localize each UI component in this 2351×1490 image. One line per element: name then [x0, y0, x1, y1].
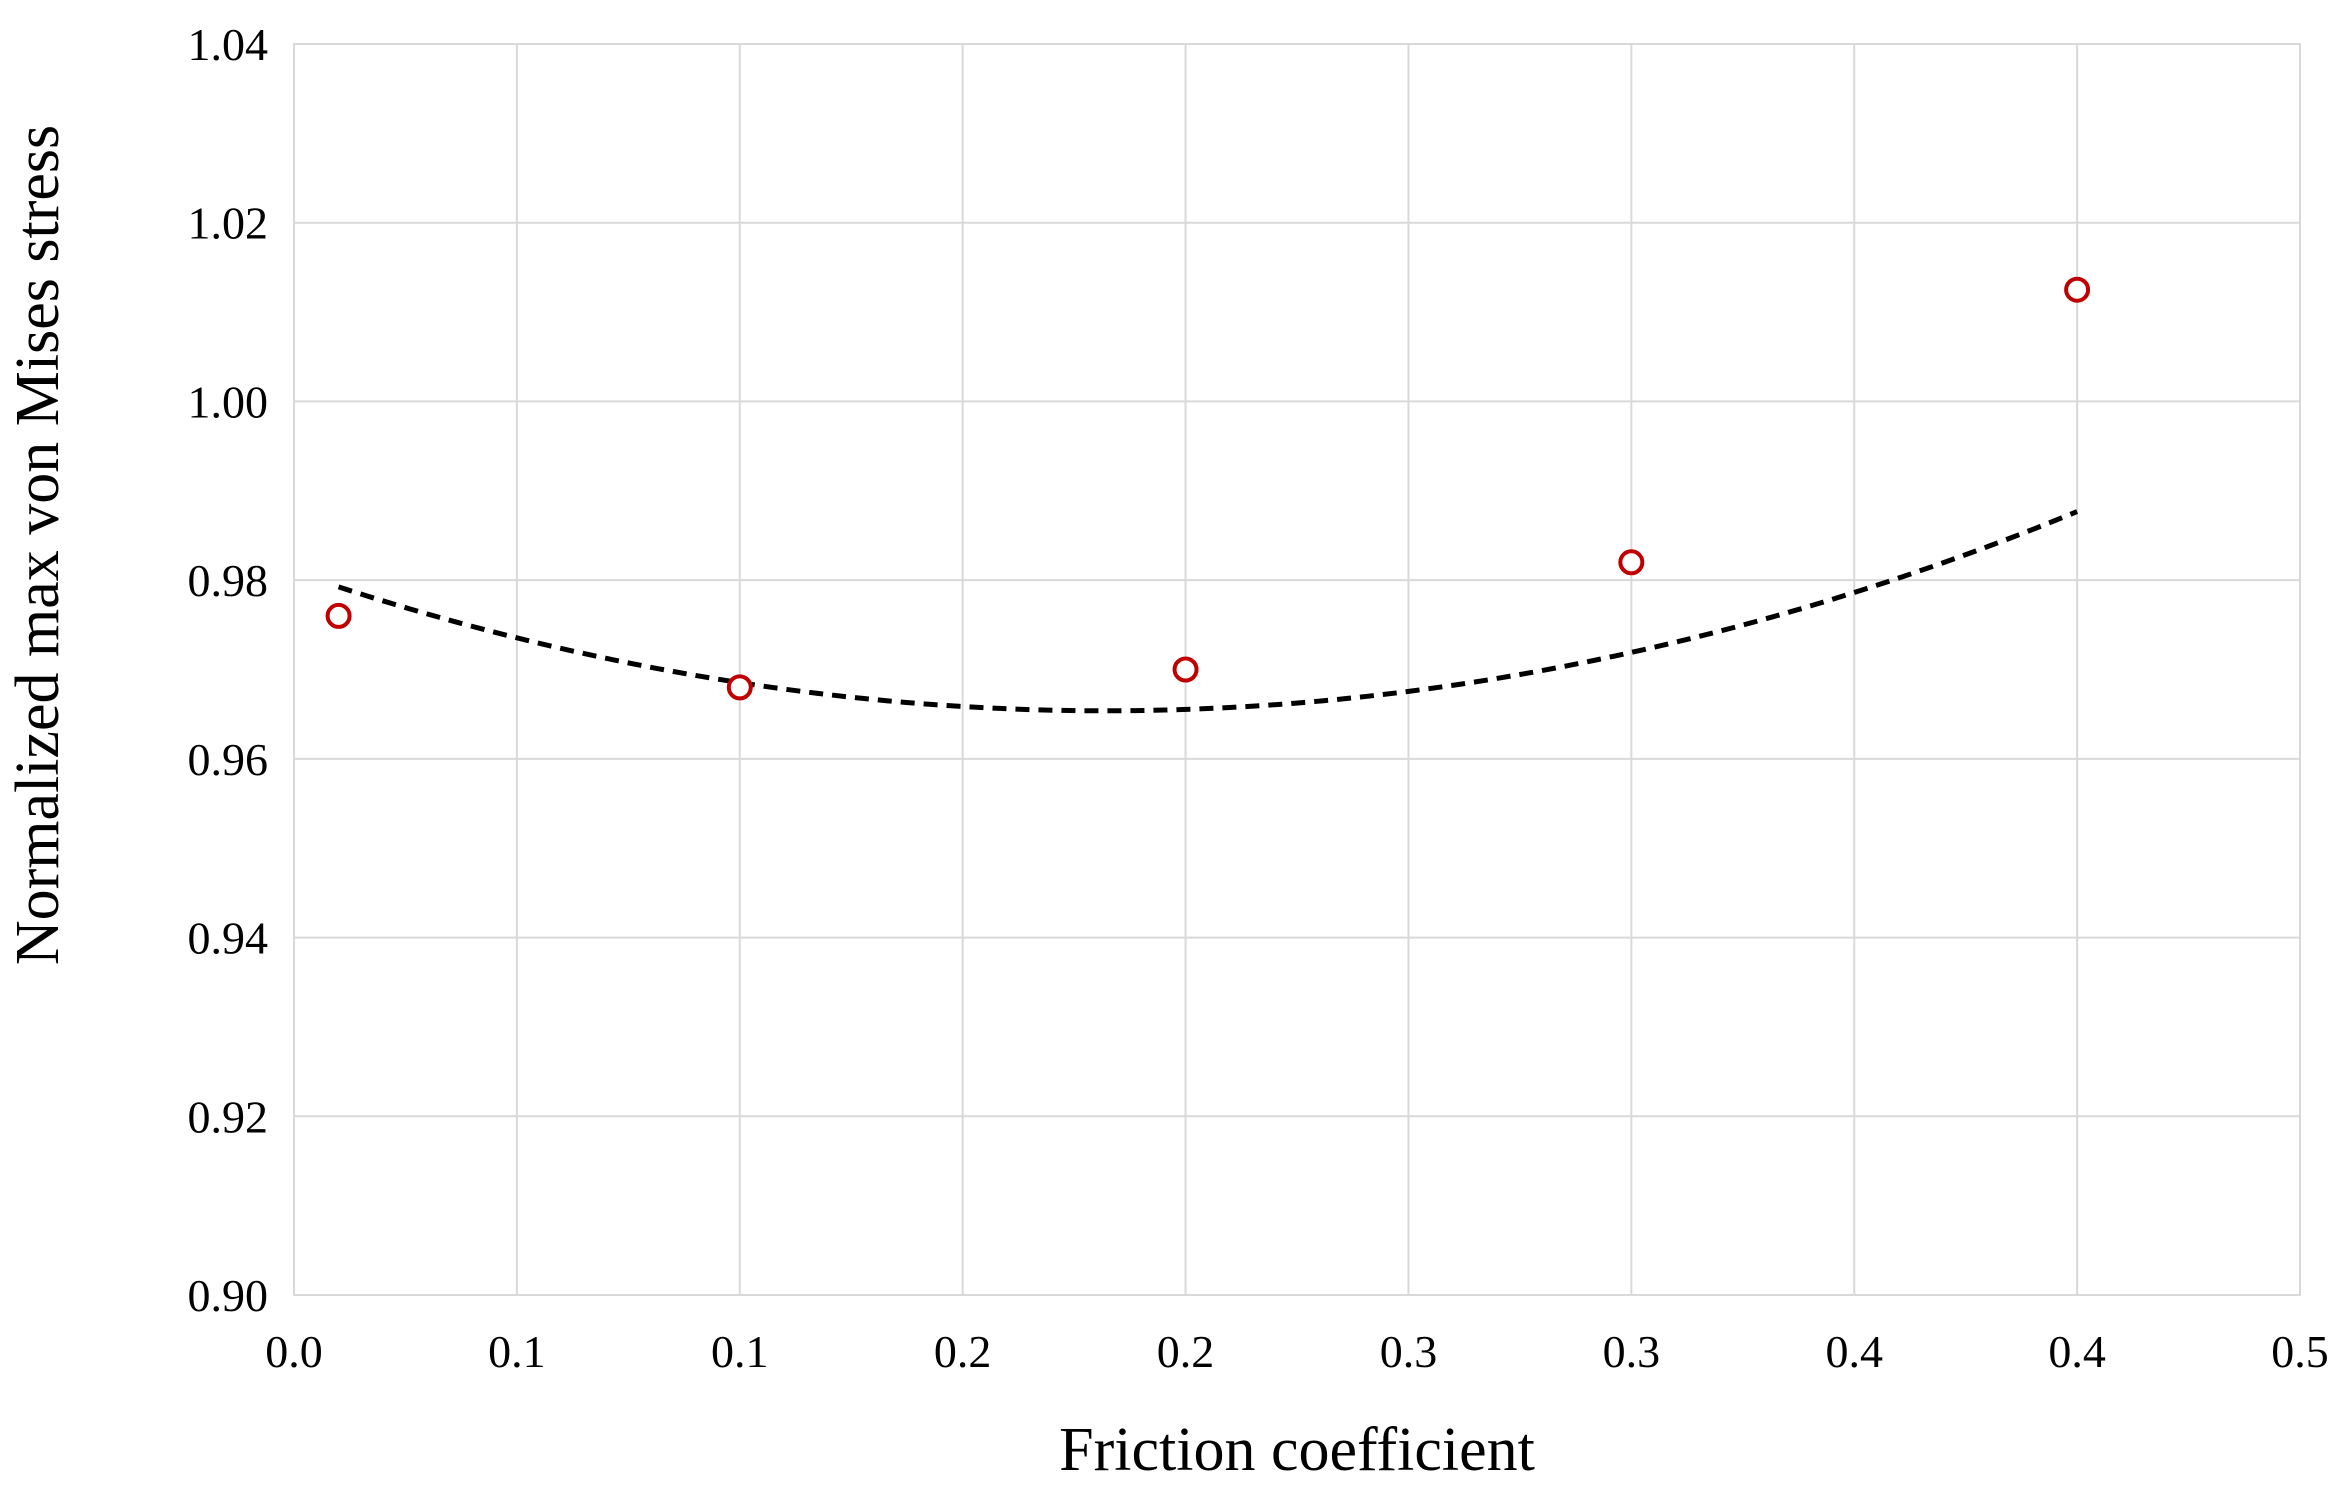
data-point [2064, 276, 2091, 303]
y-tick-label: 0.94 [188, 913, 269, 964]
y-axis-tick-labels: 0.90 0.92 0.94 0.96 0.98 1.00 1.02 1.04 [188, 19, 269, 1321]
trendline-layer [337, 509, 2079, 714]
trendline [337, 509, 2079, 714]
y-tick-label: 0.96 [188, 734, 269, 785]
data-point [1172, 656, 1199, 683]
x-axis-tick-labels: 0.0 0.1 0.1 0.2 0.2 0.3 0.3 0.4 0.4 0.5 [265, 1326, 2329, 1377]
x-tick-label: 0.1 [711, 1326, 769, 1377]
x-tick-label: 0.4 [1825, 1326, 1883, 1377]
x-tick-label: 0.2 [934, 1326, 992, 1377]
y-tick-label: 0.92 [188, 1091, 269, 1142]
x-tick-label: 0.3 [1603, 1326, 1661, 1377]
x-tick-label: 0.2 [1157, 1326, 1215, 1377]
data-point [1618, 549, 1645, 576]
x-tick-label: 0.0 [265, 1326, 323, 1377]
y-tick-label: 1.00 [188, 376, 269, 427]
y-tick-label: 0.90 [188, 1270, 269, 1321]
x-tick-label: 0.5 [2271, 1326, 2329, 1377]
data-point [325, 602, 352, 629]
plot-area [293, 43, 2301, 1296]
data-point [726, 674, 753, 701]
y-tick-label: 1.02 [188, 198, 269, 249]
grid-lines [294, 44, 2300, 1295]
x-tick-label: 0.4 [2048, 1326, 2106, 1377]
y-axis-title: Normalized max von Mises stress [4, 125, 72, 965]
x-tick-label: 0.3 [1380, 1326, 1438, 1377]
x-axis-title: Friction coefficient [1059, 1416, 1535, 1484]
x-tick-label: 0.1 [488, 1326, 546, 1377]
y-tick-label: 1.04 [188, 19, 269, 70]
data-points [325, 276, 2091, 701]
y-tick-label: 0.98 [188, 555, 269, 606]
